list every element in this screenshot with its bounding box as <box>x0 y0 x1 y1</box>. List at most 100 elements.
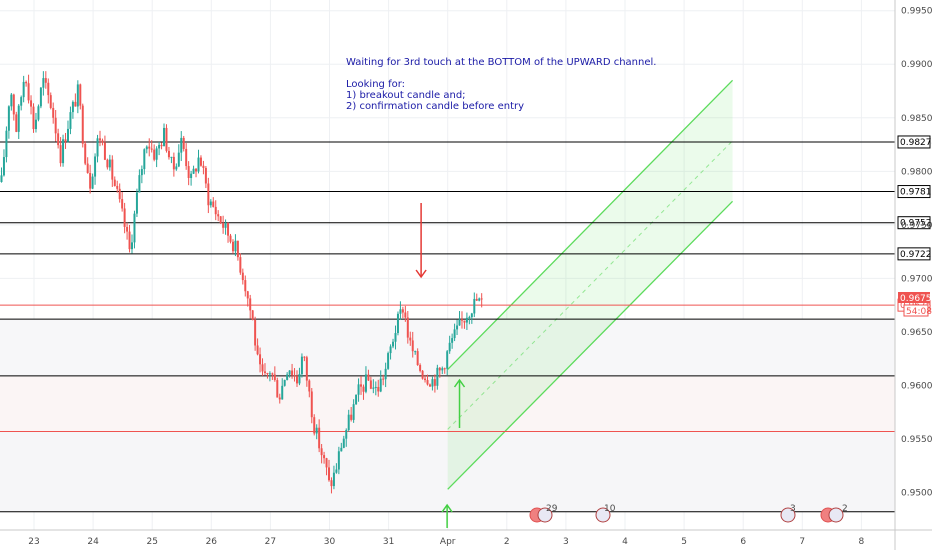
candle-body <box>59 145 62 164</box>
candle-body <box>145 146 148 150</box>
candle-body <box>352 404 355 420</box>
event-marker-2[interactable]: 10 <box>595 504 616 523</box>
candle-body <box>392 341 395 347</box>
candle-body <box>74 101 77 107</box>
candle-body <box>187 166 190 178</box>
candle-body <box>315 427 318 434</box>
flag-us-icon <box>828 507 844 523</box>
price-tag-box <box>898 292 930 303</box>
candle-body <box>446 351 449 369</box>
candle-body <box>419 365 422 371</box>
arrow-head <box>453 378 466 388</box>
candle-body <box>308 380 311 392</box>
candle-body <box>362 386 365 392</box>
candle-body <box>108 159 111 168</box>
candle-body <box>394 333 397 342</box>
event-marker-1[interactable]: 29 <box>529 504 558 523</box>
candle-body <box>416 351 419 366</box>
candle-body <box>195 168 198 172</box>
candle-body <box>337 451 340 470</box>
time-tick-label: Apr <box>440 537 456 547</box>
arrow-up-green-right[interactable] <box>453 378 466 428</box>
candle-body <box>234 240 237 252</box>
candle-body <box>160 144 163 147</box>
candle-body <box>34 119 37 130</box>
candle-body <box>17 105 20 132</box>
candle-body <box>123 208 126 227</box>
event-marker-3[interactable]: 3 <box>780 504 796 523</box>
candles <box>0 71 483 494</box>
candle-body <box>140 169 143 176</box>
time-tick-label: 30 <box>324 537 336 547</box>
candle-body <box>86 163 89 173</box>
candle-body <box>305 357 308 381</box>
arrow-up-green-left[interactable] <box>441 503 453 528</box>
candle-body <box>111 159 114 180</box>
annotation-line-4: 1) breakout candle and; <box>346 90 466 101</box>
candle-body <box>214 206 217 215</box>
event-count: 3 <box>790 504 796 514</box>
level-label: 0.97229 <box>900 250 932 260</box>
candle-body <box>478 298 481 301</box>
candle-body <box>12 94 15 115</box>
candle-body <box>190 173 193 178</box>
candle-body <box>158 144 161 149</box>
candle-body <box>414 351 417 353</box>
time-tick-label: 8 <box>859 537 865 547</box>
candle-body <box>475 298 478 301</box>
candle-body <box>66 128 69 142</box>
candle-body <box>167 150 170 158</box>
candle-body <box>236 240 239 258</box>
candle-body <box>231 241 234 252</box>
time-tick-label: 24 <box>87 537 99 547</box>
candle-body <box>384 368 387 380</box>
channel-upper-line[interactable] <box>447 79 734 370</box>
candle-body <box>318 427 321 449</box>
candle-body <box>325 458 328 468</box>
candle-body <box>360 384 363 387</box>
candle-body <box>433 379 436 386</box>
candle-body <box>254 320 257 346</box>
candle-body <box>113 179 116 186</box>
candle-body <box>367 374 370 381</box>
candle-body <box>52 107 55 118</box>
level-label: 0.98274 <box>900 138 932 148</box>
candle-body <box>424 378 427 381</box>
level-label-box <box>897 185 931 199</box>
candle-body <box>79 84 82 106</box>
candle-body <box>175 166 178 170</box>
candle-body <box>192 168 195 174</box>
arrow-down-red[interactable] <box>415 203 427 279</box>
arrows[interactable] <box>415 203 466 528</box>
candle-body <box>2 157 5 176</box>
candle-body <box>172 156 175 170</box>
candle-body <box>323 455 326 459</box>
candle-body <box>399 309 402 314</box>
candle-body <box>150 148 153 150</box>
channel-lower-line[interactable] <box>447 200 734 490</box>
candle-body <box>438 367 441 371</box>
candle-body <box>185 148 188 167</box>
upward-channel[interactable] <box>447 79 734 490</box>
candle-body <box>197 157 200 172</box>
candle-body <box>266 372 269 374</box>
candle-body <box>281 385 284 400</box>
time-axis[interactable]: 23 24 25 26 27 30 31 Apr 2 3 4 5 6 7 8 <box>28 537 864 547</box>
candle-body <box>293 375 296 377</box>
candle-body <box>155 148 158 160</box>
candle-body <box>96 138 99 157</box>
candle-body <box>37 106 40 120</box>
annotation-line-5: 2) confirmation candle before entry <box>346 101 524 112</box>
event-marker-4[interactable]: 2 <box>820 504 848 523</box>
candle-body <box>202 165 205 168</box>
candle-body <box>377 386 380 392</box>
candle-body <box>389 346 392 354</box>
candle-body <box>421 370 424 379</box>
event-markers[interactable]: 29 10 3 2 <box>529 504 848 523</box>
candle-body <box>5 130 8 158</box>
candle-body <box>350 414 353 420</box>
